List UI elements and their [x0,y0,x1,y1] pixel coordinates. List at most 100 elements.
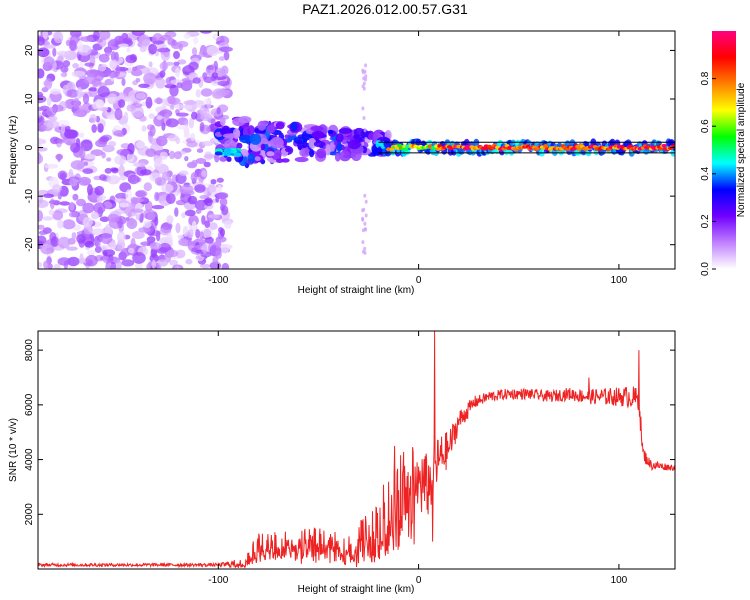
spectrogram-noise-cell [191,111,198,120]
spectrogram-blob [214,151,223,156]
spectrogram-noise-cell [215,67,225,78]
spectrogram-noise-cell [154,191,160,202]
spectrogram-noise-cell [127,247,135,254]
snr-x-tick-label: 100 [611,575,628,586]
spectrogram-noise-cell [88,87,98,92]
spectrogram-noise-cell [133,162,146,168]
spectrogram-noise-cell [56,138,65,144]
spectrogram-noise-cell [202,243,208,254]
spectrogram-noise-cell [40,244,53,249]
spectrogram-noise-cell [132,252,146,264]
spectrogram-noise-cell [200,88,213,97]
spectrogram-noise-cell [174,265,181,269]
spectrogram-noise-cell [107,213,120,223]
spectrogram-noise-cell [151,259,157,269]
spectrogram-noise-cell [97,123,104,133]
spectrogram-noise-cell [165,118,179,128]
spectrogram-noise-cell [119,202,129,208]
spectrogram-noise-cell [361,106,365,111]
spectrogram-noise-cell [130,237,136,250]
spectrogram-noise-cell [173,104,186,109]
snr-y-tick-label: 4000 [24,448,35,471]
spectrogram-noise-cell [135,190,147,198]
spectrogram-noise-cell [363,128,367,133]
spectrogram-noise-cell [184,79,195,85]
spectrogram-noise-cell [57,219,64,229]
spectrogram-y-ticks: -20 -10 0 10 20 [24,44,675,252]
spectrogram-noise-cell [152,40,165,45]
spectrogram-noise-cell [191,47,198,56]
spectrogram-noise-cell [109,59,119,70]
spectrogram-blob [290,121,298,132]
spectrogram-noise-cell [107,39,121,51]
spectrogram-noise-cell [127,174,140,185]
snr-x-label: Height of straight line (km) [298,584,415,595]
spectrogram-noise-cell [210,179,217,185]
spectrogram-noise-cell [183,103,193,110]
spectrogram-noise-cell [96,196,103,203]
spectrogram-noise-cell [66,89,79,98]
spectrogram-noise-cell [157,259,168,267]
spectrogram-noise-cell [118,43,129,48]
spectrogram-noise-cell [191,220,197,231]
colorbar-strip [712,31,736,269]
spectrogram-noise-cell [139,45,147,53]
spectrogram-noise-cell [186,229,194,239]
spectrogram-noise-cell [107,175,120,185]
spectrogram-blob [223,151,232,156]
spectrogram-blob [339,150,351,162]
spectrogram-noise-cell [169,97,181,105]
spectrogram-noise-cell [62,60,71,68]
spectrogram-noise-cell [143,72,157,85]
spectrogram-noise-cell [83,161,89,166]
spectrogram-noise-cell [48,209,55,216]
spectrogram-noise-cell [102,249,116,257]
spectrogram-noise-cell [87,249,96,256]
spectrogram-noise-cell [56,120,70,127]
spectrogram-noise-cell [361,240,365,245]
spectrogram-noise-cell [146,212,156,221]
spectrogram-tone-halo [463,138,470,147]
spectrogram-noise-cell [64,129,78,139]
spectrogram-noise-cell [175,222,181,234]
spectrogram-noise-cell [138,227,151,233]
spectrogram-noise-cell [53,31,64,44]
spectrogram-noise-cell [111,168,119,174]
spectrogram-noise-cell [105,261,111,269]
spectrogram-noise-cell [175,249,186,259]
spectrogram-noise-cell [157,48,171,53]
spectrogram-noise-cell [207,65,215,71]
chart-title: PAZ1.2026.012.00.57.G31 [302,1,468,17]
spectrogram-noise-cell [90,211,100,220]
spectrogram-noise-cell [69,39,77,51]
spectrogram-noise-cell [156,115,163,120]
spectrogram-noise-cell [79,147,86,160]
spectrogram-noise-cell [204,236,214,244]
spectrogram-noise-cell [67,256,80,267]
spectrogram-noise-cell [177,234,184,239]
spectrogram-noise-cell [76,234,86,244]
spectrogram-noise-cell [363,193,367,198]
spectrogram-noise-cell [38,195,43,204]
spectrogram-noise-cell [116,231,126,243]
spectrogram-noise-cell [82,153,97,160]
spectrogram-noise-cell [362,81,366,86]
spectrogram-noise-cell [38,106,45,112]
spectrogram-noise-cell [200,113,212,121]
spectrogram-noise-cell [138,115,147,122]
spectrogram-noise-cell [161,200,168,206]
spectrogram-noise-cell [148,43,158,55]
spectrogram-noise-cell [216,177,224,183]
spectrogram-tone-core [576,147,582,152]
spectrogram-noise-cell [202,72,208,80]
spectrogram-noise-cell [215,89,230,96]
spectrogram-noise-cell [154,97,164,104]
spectrogram-noise-cell [363,227,367,232]
snr-x-tick-label: -100 [208,575,228,586]
spectrogram-noise-cell [99,216,110,222]
spectrogram-blob [285,147,292,153]
spectrogram-noise-cell [52,210,64,221]
spectrogram-noise-cell [207,184,217,193]
spectrogram-noise-cell [125,189,132,202]
spectrogram-noise-cell [108,241,117,250]
